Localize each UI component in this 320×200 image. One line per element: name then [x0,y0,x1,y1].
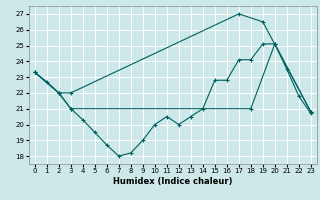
X-axis label: Humidex (Indice chaleur): Humidex (Indice chaleur) [113,177,233,186]
